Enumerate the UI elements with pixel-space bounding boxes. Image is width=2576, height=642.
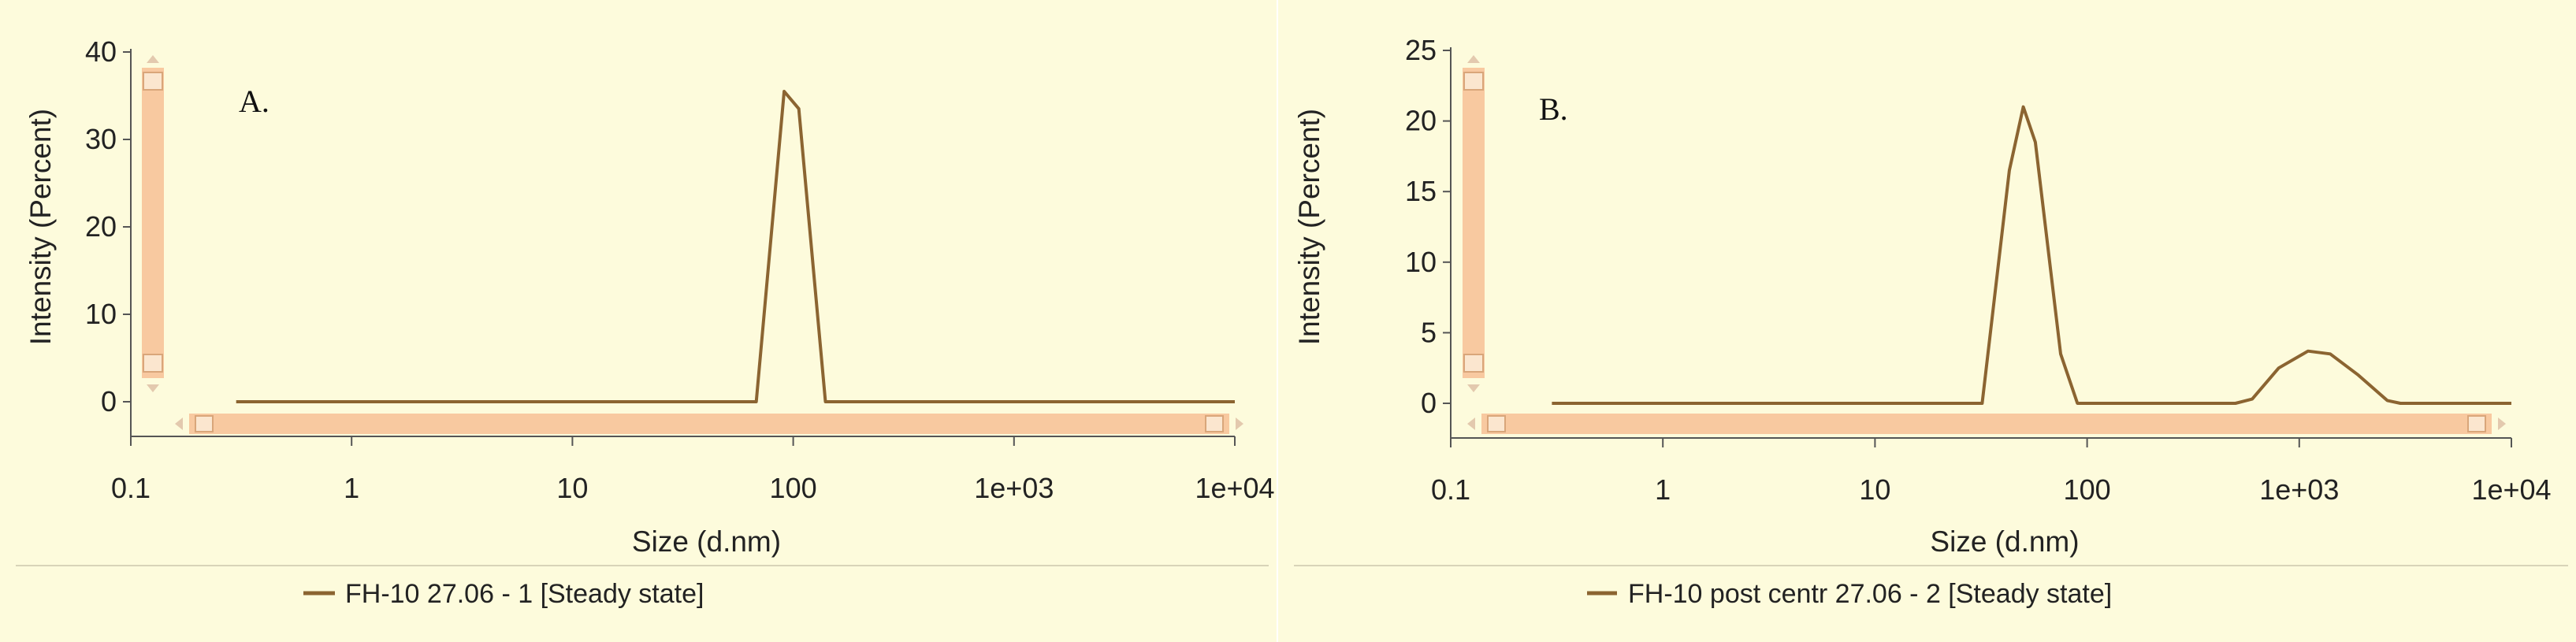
chart-panel-b: 0 5 10 15 20 25 0.1 1 10 100 1e+03 1e+04 Intensity (… — [1278, 0, 2576, 642]
y-tick-label: 5 — [1421, 316, 1437, 348]
legend-label: FH-10 27.06 - 1 [Steady state] — [345, 579, 704, 609]
scroll-left-arrow-icon — [1467, 417, 1475, 430]
scroll-up-arrow-icon — [1467, 55, 1480, 63]
y-tick-label: 10 — [85, 298, 117, 330]
horizontal-scrollbar-track — [1481, 414, 2492, 434]
x-tick-label: 1 — [344, 472, 359, 504]
y-tick-label: 30 — [85, 123, 117, 155]
x-axis-title: Size (d.nm) — [1930, 525, 2079, 558]
y-tick-label: 40 — [85, 35, 117, 68]
scroll-down-arrow-icon — [147, 384, 159, 392]
x-tick-label: 0.1 — [1431, 473, 1470, 506]
panel-letter: B. — [1539, 91, 1568, 127]
vertical-scrollbar-track — [142, 68, 164, 378]
x-tick-label: 0.1 — [111, 472, 151, 504]
horizontal-scrollbar-handle-left — [1487, 415, 1506, 432]
x-tick-label: 1e+03 — [974, 472, 1054, 504]
y-tick-label: 0 — [1421, 387, 1437, 419]
chart-panel-a: 0 10 20 30 40 0.1 1 10 100 1e+03 1e+04 Intensity (P… — [0, 0, 1277, 642]
scroll-left-arrow-icon — [175, 417, 183, 430]
y-axis-title: Intensity (Percent) — [1293, 109, 1325, 345]
x-tick-label: 100 — [2064, 473, 2111, 506]
scroll-up-arrow-icon — [147, 55, 159, 63]
panel-letter: A. — [239, 83, 269, 119]
horizontal-scrollbar-handle-left — [195, 415, 214, 432]
vertical-scrollbar-handle-bottom — [1463, 354, 1484, 373]
y-axis-title: Intensity (Percent) — [24, 109, 57, 345]
horizontal-scrollbar-track — [189, 414, 1229, 434]
series-line — [1552, 105, 2511, 405]
chart-svg-a: 0 10 20 30 40 0.1 1 10 100 1e+03 1e+04 Intensity (P… — [16, 35, 1275, 609]
horizontal-scrollbar-handle-right — [1205, 415, 1224, 432]
chart-svg-b: 0 5 10 15 20 25 0.1 1 10 100 1e+03 1e+04 Intensity (… — [1293, 34, 2568, 609]
x-tick-label: 1e+03 — [2259, 473, 2339, 506]
x-tick-label: 1 — [1655, 473, 1671, 506]
vertical-scrollbar-handle-top — [1463, 72, 1484, 91]
x-tick-label: 100 — [770, 472, 817, 504]
legend-label: FH-10 post centr 27.06 - 2 [Steady state… — [1628, 579, 2112, 609]
x-axis-title: Size (d.nm) — [632, 525, 781, 558]
vertical-scrollbar-handle-bottom — [143, 354, 163, 373]
vertical-scrollbar-handle-top — [143, 72, 163, 91]
scroll-right-arrow-icon — [2498, 417, 2506, 430]
x-tick-label: 1e+04 — [1195, 472, 1274, 504]
y-tick-label: 20 — [1405, 105, 1437, 137]
y-tick-label: 0 — [101, 385, 117, 417]
x-tick-label: 1e+04 — [2471, 473, 2551, 506]
vertical-scrollbar-track — [1463, 68, 1485, 378]
scroll-right-arrow-icon — [1236, 417, 1243, 430]
y-tick-label: 15 — [1405, 175, 1437, 207]
y-tick-label: 25 — [1405, 34, 1437, 66]
y-tick-label: 10 — [1405, 246, 1437, 278]
horizontal-scrollbar-handle-right — [2467, 415, 2486, 432]
scroll-down-arrow-icon — [1467, 384, 1480, 392]
x-tick-label: 10 — [1859, 473, 1890, 506]
y-tick-label: 20 — [85, 210, 117, 243]
series-line — [236, 90, 1235, 403]
x-tick-label: 10 — [556, 472, 588, 504]
